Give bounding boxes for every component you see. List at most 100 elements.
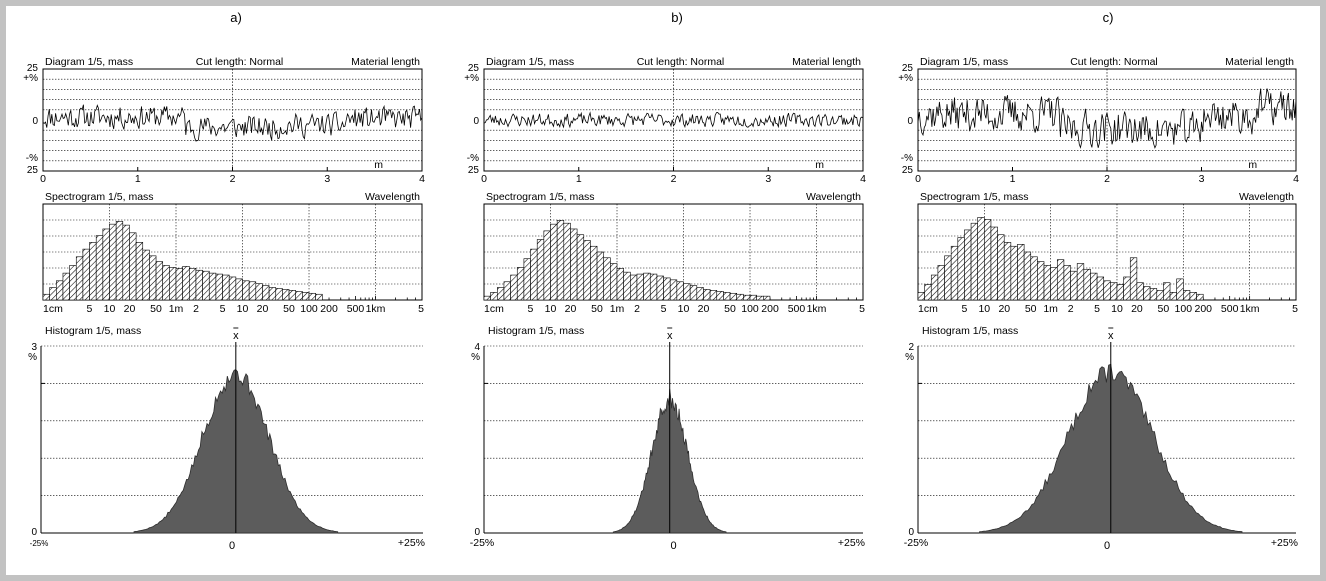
- spectrogram-x-tick-label: 50: [591, 303, 603, 315]
- diagram-chart: Diagram 1/5, mass Cut length: Normal Mater…: [23, 56, 425, 185]
- diagram-x-tick-label: 0: [481, 173, 487, 185]
- spectrogram-bar: [523, 258, 531, 301]
- spectrogram-bar: [62, 272, 70, 301]
- diagram-y-zero-label: 0: [907, 116, 913, 127]
- spectrogram-bar: [275, 288, 283, 301]
- spectrogram-bar: [202, 270, 210, 301]
- spectrogram-x-tick-label: 500: [788, 303, 806, 315]
- spectrogram-bar: [530, 248, 538, 301]
- spectrogram-x-tick-label: 1cm: [918, 303, 938, 315]
- spectrogram-bar: [1183, 290, 1191, 301]
- spectrogram-bar: [1149, 288, 1158, 301]
- diagram-x-unit: m: [374, 159, 383, 171]
- spectrogram-bar: [723, 292, 731, 301]
- spectrogram-x-tick-label: 10: [237, 303, 249, 315]
- histogram-x-left-label: -25%: [470, 537, 495, 549]
- diagram-cut-label: Cut length: Normal: [196, 56, 284, 68]
- spectrogram-bar: [543, 230, 551, 301]
- diagram-title: Diagram 1/5, mass: [920, 56, 1008, 68]
- spectrogram-bar: [242, 280, 250, 301]
- spectrogram-bar: [1056, 259, 1065, 301]
- spectrogram-bar: [676, 281, 684, 301]
- diagram-y-zero-label: 0: [32, 116, 38, 127]
- spectrogram-x-tick-label: 100: [300, 303, 318, 315]
- spectrogram-chart: Spectrogram 1/5, mass Wavelength 1cm 5 10 20 5…: [917, 191, 1298, 315]
- spectrogram-bar: [115, 220, 124, 301]
- spectrogram-bar: [1196, 293, 1204, 301]
- diagram-y-top-unit: +%: [898, 73, 913, 84]
- spectrogram-bar: [643, 272, 651, 301]
- diagram-x-tick-label: 3: [324, 173, 330, 185]
- spectrogram-bar: [195, 269, 203, 301]
- diagram-x-tick-label: 4: [419, 173, 425, 185]
- histogram-mean-label: x: [667, 330, 673, 342]
- spectrogram-bar: [182, 266, 190, 301]
- histogram-y-unit: %: [28, 352, 37, 363]
- diagram-x-tick-label: 1: [135, 173, 141, 185]
- diagram-x-tick-label: 2: [1104, 173, 1110, 185]
- diagram-y-bottom-unit: -%: [26, 153, 38, 164]
- spectrogram-bar: [175, 268, 183, 301]
- spectrogram-chart: Spectrogram 1/5, mass Wavelength 1cm 5 10 20 5…: [483, 191, 865, 315]
- spectrogram-bar: [696, 287, 704, 301]
- spectrogram-x-tick-label: 5: [859, 303, 865, 315]
- spectrogram-bar: [102, 228, 110, 301]
- spectrogram-x-tick-label: 50: [1158, 303, 1170, 315]
- spectrogram-x-tick-label: 50: [1025, 303, 1037, 315]
- diagram-chart: Diagram 1/5, mass Cut length: Normal Mater…: [898, 56, 1299, 185]
- spectrogram-bar: [155, 261, 164, 301]
- spectrogram-x-tick-label: 10: [978, 303, 990, 315]
- spectrogram-x-tick-label: 20: [698, 303, 710, 315]
- histogram-y-zero-label: 0: [31, 527, 37, 538]
- spectrogram-x-tick-label: 1m: [610, 303, 625, 315]
- histogram-y-zero-label: 0: [474, 527, 480, 538]
- spectrogram-bar: [977, 217, 985, 301]
- spectrogram-bar: [1136, 282, 1144, 301]
- spectrogram-bar: [756, 295, 764, 301]
- diagram-x-tick-label: 3: [765, 173, 771, 185]
- spectrogram-x-tick-label: 1km: [366, 303, 386, 315]
- spectrogram-bar: [496, 287, 505, 301]
- spectrogram-bar: [570, 228, 578, 301]
- spectrogram-bar: [503, 281, 511, 301]
- diagram-x-tick-label: 2: [230, 173, 236, 185]
- spectrogram-bar: [990, 226, 998, 301]
- spectrogram-x-tick-label: 200: [320, 303, 338, 315]
- spectrogram-bar: [189, 268, 197, 301]
- spectrogram-bar: [1103, 280, 1111, 301]
- histogram-x-left-label: -25%: [30, 539, 49, 548]
- spectrogram-bar: [957, 237, 965, 301]
- spectrogram-bar: [49, 287, 57, 301]
- spectrogram-bar: [1116, 284, 1124, 301]
- spectrogram-bar: [42, 293, 50, 301]
- spectrogram-bar: [917, 292, 925, 301]
- spectrogram-x-tick-label: 10: [545, 303, 557, 315]
- spectrogram-bar: [228, 276, 237, 301]
- spectrogram-bar: [636, 273, 644, 301]
- spectrogram-bar: [1076, 263, 1085, 301]
- spectrogram-bar: [984, 219, 992, 301]
- spectrogram-chart: Spectrogram 1/5, mass Wavelength 1cm 5 10 20 5…: [42, 191, 424, 315]
- diagram-right-label: Material length: [351, 56, 420, 68]
- diagram-y-top-label: 25: [902, 63, 914, 74]
- spectrogram-x-tick-label: 50: [283, 303, 295, 315]
- diagram-y-bottom-unit: -%: [901, 153, 913, 164]
- spectrogram-bar: [736, 293, 744, 301]
- histogram-x-right-label: +25%: [838, 537, 865, 549]
- panel-label: c): [1103, 10, 1114, 25]
- spectrogram-bar: [82, 248, 90, 301]
- spectrogram-bar: [255, 283, 263, 301]
- spectrogram-bar: [248, 281, 257, 301]
- panel-label: b): [671, 10, 683, 25]
- histogram-x-right-label: +25%: [1271, 537, 1298, 549]
- spectrogram-bar: [55, 280, 64, 301]
- diagram-x-tick-label: 0: [40, 173, 46, 185]
- spectrogram-bar: [563, 222, 571, 301]
- spectrogram-bar: [1090, 272, 1098, 301]
- diagram-series-line: [483, 111, 864, 129]
- spectrogram-bar: [1096, 276, 1105, 301]
- spectrogram-bar: [1070, 270, 1078, 301]
- spectrogram-bar: [1050, 267, 1058, 301]
